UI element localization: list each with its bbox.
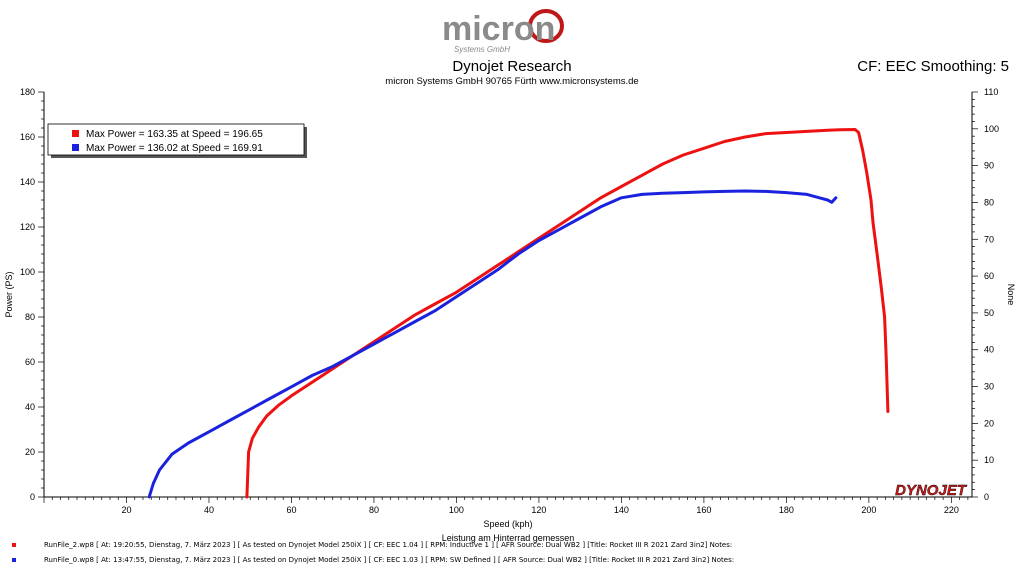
run-info-line: RunFile_0.wp8 [ At: 13:47:55, Dienstag, …	[12, 556, 734, 564]
run-info-line: RunFile_2.wp8 [ At: 19:20:55, Dienstag, …	[12, 541, 732, 549]
chart-subtitle: micron Systems GmbH 90765 Fürth www.micr…	[385, 76, 639, 87]
legend-swatch	[72, 130, 79, 137]
y-tick-label: 140	[20, 177, 35, 187]
x-tick-label: 100	[449, 505, 464, 515]
x-axis-note: Leistung am Hinterrad gemessen	[442, 533, 575, 543]
y-tick-label: 20	[25, 447, 35, 457]
series-line-2	[147, 189, 838, 499]
y2-axis-label: None	[1006, 284, 1016, 306]
x-tick-label: 80	[369, 505, 379, 515]
y2-tick-label: 80	[984, 197, 994, 207]
y2-tick-label: 70	[984, 234, 994, 244]
x-tick-label: 180	[779, 505, 794, 515]
chart-title: Dynojet Research	[452, 58, 572, 75]
y2-tick-label: 40	[984, 345, 994, 355]
y-tick-label: 100	[20, 267, 35, 277]
y-tick-label: 120	[20, 222, 35, 232]
y-tick-label: 180	[20, 87, 35, 97]
x-tick-label: 140	[614, 505, 629, 515]
dynojet-brand-logo: DYNOJET	[895, 482, 968, 499]
y2-tick-label: 100	[984, 124, 999, 134]
run-info-text: RunFile_2.wp8 [ At: 19:20:55, Dienstag, …	[44, 541, 733, 549]
x-tick-label: 220	[944, 505, 959, 515]
x-tick-label: 60	[286, 505, 296, 515]
y-tick-label: 40	[25, 402, 35, 412]
y2-tick-label: 0	[984, 492, 989, 502]
legend-label: Max Power = 136.02 at Speed = 169.91	[86, 143, 263, 154]
logo-swoosh	[528, 9, 564, 43]
y2-tick-label: 50	[984, 308, 994, 318]
y-tick-label: 80	[25, 312, 35, 322]
legend-swatch	[72, 144, 79, 151]
legend-box	[47, 123, 305, 156]
x-axis-label: Speed (kph)	[483, 519, 532, 529]
micron-logo: micron Systems GmbH	[442, 9, 564, 54]
y-tick-label: 0	[30, 492, 35, 502]
series-line-1	[245, 128, 890, 499]
x-tick-label: 160	[696, 505, 711, 515]
y-tick-label: 60	[25, 357, 35, 367]
x-tick-label: 40	[204, 505, 214, 515]
logo-wordmark: micron	[442, 10, 555, 48]
x-tick-label: 120	[531, 505, 546, 515]
legend-label: Max Power = 163.35 at Speed = 196.65	[86, 129, 263, 140]
y2-tick-label: 10	[984, 455, 994, 465]
y-tick-label: 160	[20, 132, 35, 142]
logo-subtext: Systems GmbH	[454, 45, 510, 54]
y-axis-label: Power (PS)	[4, 271, 14, 317]
run-info-text: RunFile_0.wp8 [ At: 13:47:55, Dienstag, …	[44, 556, 735, 564]
x-tick-label: 20	[121, 505, 131, 515]
cf-smoothing-label: CF: EEC Smoothing: 5	[857, 58, 1009, 75]
y2-tick-label: 110	[984, 87, 998, 97]
run-color-marker	[12, 558, 16, 562]
y2-tick-label: 30	[984, 382, 994, 392]
y2-tick-label: 20	[984, 418, 994, 428]
y2-tick-label: 90	[984, 161, 994, 171]
run-color-marker	[12, 543, 16, 547]
x-tick-label: 200	[861, 505, 876, 515]
y2-tick-label: 60	[984, 271, 994, 281]
